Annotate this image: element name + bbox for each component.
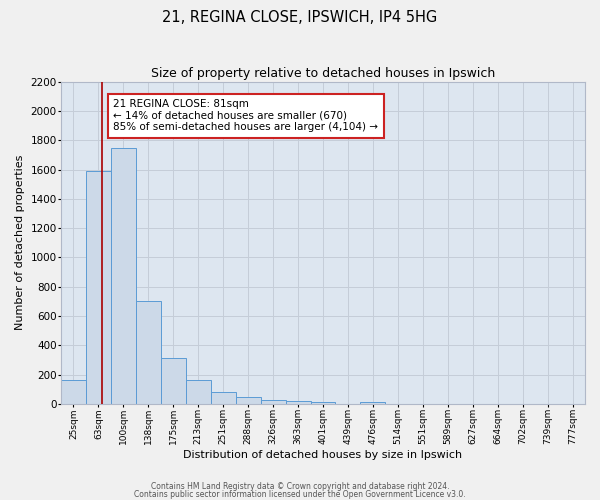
Bar (161, 358, 186, 404)
Text: 21 REGINA CLOSE: 81sqm
← 14% of detached houses are smaller (670)
85% of semi-de: 21 REGINA CLOSE: 81sqm ← 14% of detached… (113, 99, 379, 132)
Bar (61, 380, 86, 404)
Title: Size of property relative to detached houses in Ipswich: Size of property relative to detached ho… (151, 68, 495, 80)
Bar (286, 401, 311, 404)
Text: Contains HM Land Registry data © Crown copyright and database right 2024.: Contains HM Land Registry data © Crown c… (151, 482, 449, 491)
Text: Contains public sector information licensed under the Open Government Licence v3: Contains public sector information licen… (134, 490, 466, 499)
Bar (311, 402, 335, 404)
Bar (211, 392, 236, 404)
Bar (86, 171, 111, 404)
Bar (236, 396, 260, 404)
X-axis label: Distribution of detached houses by size in Ipswich: Distribution of detached houses by size … (184, 450, 463, 460)
Bar (260, 400, 286, 404)
Y-axis label: Number of detached properties: Number of detached properties (15, 155, 25, 330)
Bar (186, 380, 211, 404)
Bar (111, 148, 136, 404)
Text: 21, REGINA CLOSE, IPSWICH, IP4 5HG: 21, REGINA CLOSE, IPSWICH, IP4 5HG (163, 10, 437, 25)
Bar (361, 402, 385, 404)
Bar (136, 302, 161, 404)
